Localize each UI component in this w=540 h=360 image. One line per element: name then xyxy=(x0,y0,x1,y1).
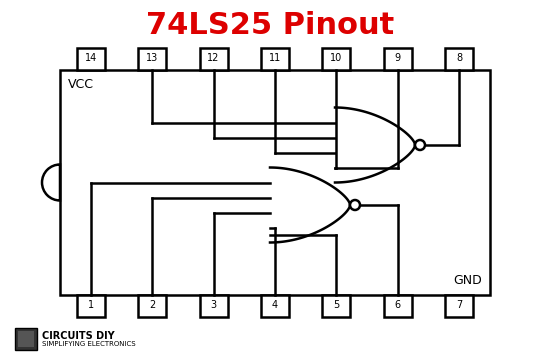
Text: 8: 8 xyxy=(456,53,462,63)
Text: 74LS25 Pinout: 74LS25 Pinout xyxy=(146,10,394,40)
Bar xyxy=(200,48,227,70)
Text: 10: 10 xyxy=(330,53,342,63)
Text: 12: 12 xyxy=(207,53,220,63)
Bar xyxy=(77,48,105,70)
Text: 6: 6 xyxy=(395,300,401,310)
Bar xyxy=(138,48,166,70)
Bar xyxy=(15,328,37,350)
Bar xyxy=(138,295,166,317)
Circle shape xyxy=(415,140,425,150)
Wedge shape xyxy=(42,165,60,201)
Bar xyxy=(322,48,350,70)
Bar xyxy=(77,295,105,317)
Bar xyxy=(446,295,473,317)
Text: 5: 5 xyxy=(333,300,340,310)
Text: GND: GND xyxy=(453,274,482,287)
Bar xyxy=(384,295,412,317)
Circle shape xyxy=(350,200,360,210)
Text: 9: 9 xyxy=(395,53,401,63)
Text: 3: 3 xyxy=(211,300,217,310)
Bar xyxy=(18,331,34,347)
Text: 1: 1 xyxy=(87,300,94,310)
Text: SIMPLIFYING ELECTRONICS: SIMPLIFYING ELECTRONICS xyxy=(42,342,136,347)
Text: 13: 13 xyxy=(146,53,158,63)
Bar xyxy=(446,48,473,70)
Text: VCC: VCC xyxy=(68,78,94,91)
Bar xyxy=(322,295,350,317)
Text: 4: 4 xyxy=(272,300,278,310)
Bar xyxy=(384,48,412,70)
Text: 14: 14 xyxy=(85,53,97,63)
Text: CIRCUITS DIY: CIRCUITS DIY xyxy=(42,331,114,341)
Bar xyxy=(261,48,289,70)
Bar xyxy=(261,295,289,317)
Text: 2: 2 xyxy=(149,300,156,310)
Bar xyxy=(60,70,490,295)
Text: 11: 11 xyxy=(269,53,281,63)
Text: 7: 7 xyxy=(456,300,462,310)
Bar xyxy=(200,295,227,317)
